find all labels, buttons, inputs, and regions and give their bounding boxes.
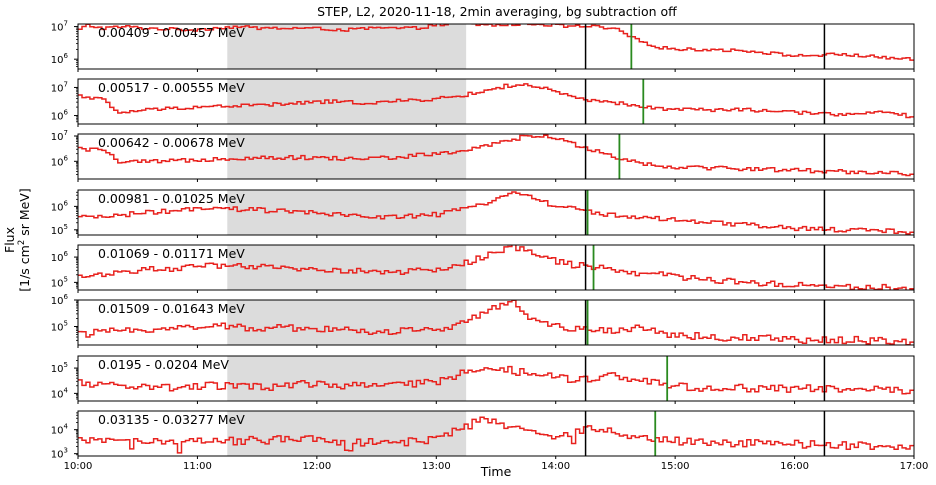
y-tick-label: 106 [51,250,69,264]
x-tick-label-3: 12:00 [302,461,331,472]
y-tick-label: 105 [51,319,68,333]
y-tick-label: 104 [51,386,69,400]
chart-title: STEP, L2, 2020-11-18, 2min averaging, bg… [317,4,677,19]
y-tick-label: 106 [51,52,69,66]
energy-label: 0.00517 - 0.00555 MeV [98,80,245,95]
y-tick-label: 107 [51,20,68,34]
y-tick-label: 105 [51,223,68,237]
y-tick-label: 106 [51,199,69,213]
energy-label: 0.00981 - 0.01025 MeV [98,191,245,206]
shaded-interval [227,411,467,456]
panel-1: 106 107 0.00409 - 0.00457 MeV [51,20,915,72]
panel-frame [77,133,915,180]
series-line [78,245,914,290]
series-line [78,134,914,177]
energy-label: 0.01069 - 0.01171 MeV [98,246,245,261]
panel-4: 105 106 0.00981 - 0.01025 MeV [51,189,915,238]
y-axis-label-line1: Flux [2,227,17,253]
x-tick-label-6: 15:00 [661,461,690,472]
x-tick-label-5: 14:00 [541,461,570,472]
panel-frame [77,78,915,125]
x-tick-label-1: 10:00 [64,461,93,472]
energy-label: 0.0195 - 0.0204 MeV [98,357,229,372]
y-tick-label: 103 [51,447,68,461]
panel-3: 106 107 0.00642 - 0.00678 MeV [51,129,915,182]
shaded-interval [227,300,467,345]
series-line [78,24,914,61]
panel-frame [77,23,915,70]
panel-6: 105 106 0.01509 - 0.01643 MeV [51,293,915,348]
series-line [78,416,914,454]
energy-label: 0.01509 - 0.01643 MeV [98,301,245,316]
y-axis-label: Flux [1/s cm2 sr MeV] [2,188,32,292]
x-tick-label-8: 17:00 [900,461,929,472]
series-line [78,300,914,345]
panel-frame [77,299,915,346]
series-line [78,83,914,119]
panel-7: 104 105 0.0195 - 0.0204 MeV [51,355,915,404]
panel-8: 103 104 0.03135 - 0.03277 MeV [51,410,915,461]
energy-label: 0.03135 - 0.03277 MeV [98,412,245,427]
x-tick-label-4: 13:00 [422,461,451,472]
energy-label: 0.00409 - 0.00457 MeV [98,25,245,40]
y-tick-label: 104 [51,423,69,437]
shaded-interval [227,245,467,290]
shaded-interval [227,190,467,235]
y-tick-label: 106 [51,154,69,168]
shaded-interval [227,356,467,401]
y-tick-label: 105 [51,275,68,289]
x-tick-label-7: 16:00 [780,461,809,472]
shaded-interval [227,134,467,179]
energy-label: 0.00642 - 0.00678 MeV [98,135,245,150]
panel-2: 106 107 0.00517 - 0.00555 MeV [51,78,915,127]
series-line [78,191,914,235]
series-line [78,365,914,395]
y-axis-label-sup: 2 [17,240,27,245]
y-tick-label: 105 [51,361,68,375]
y-tick-label: 107 [51,80,68,94]
x-axis-label: Time [480,464,512,479]
x-axis: 10:00 11:00 12:00 13:00 14:00 15:00 16:00 17:00 [64,461,929,472]
panels: 106 107 0.00409 - 0.00457 MeV 106 107 0.00517… [51,20,915,461]
y-tick-label: 107 [51,129,68,143]
y-tick-label: 106 [51,109,69,123]
panel-5: 105 106 0.01069 - 0.01171 MeV [51,244,915,293]
y-tick-label: 106 [51,293,69,307]
panel-frame [77,189,915,236]
y-axis-label-line2: [1/s cm2 sr MeV] [17,188,32,292]
x-tick-label-2: 11:00 [183,461,212,472]
